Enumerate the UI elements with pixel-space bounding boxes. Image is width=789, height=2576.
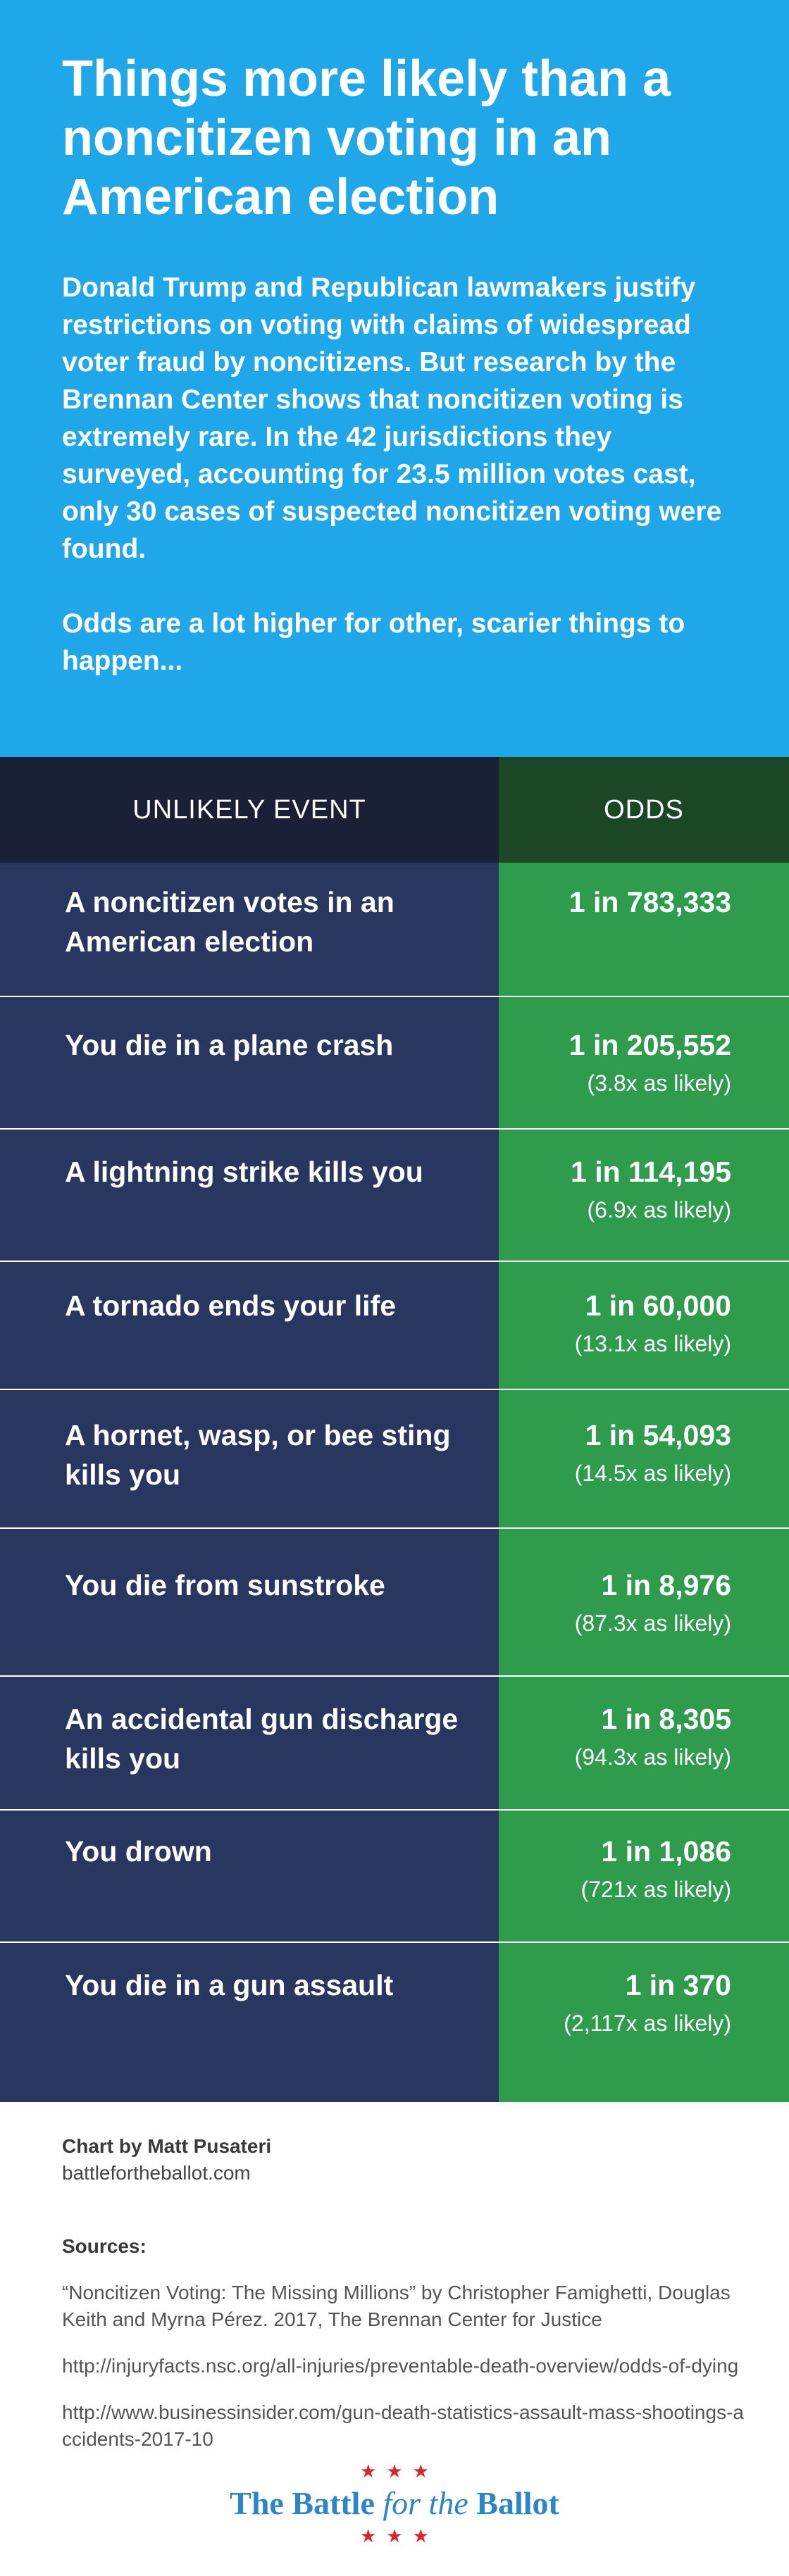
event-cell: You drown [0, 1811, 499, 1942]
event-label: You die in a plane crash [65, 1029, 394, 1061]
table-row: A hornet, wasp, or bee sting kills you 1… [0, 1390, 789, 1529]
source-link[interactable]: http://injuryfacts.nsc.org/all-injuries/… [62, 2355, 739, 2377]
odds-value: 1 in 54,093 [585, 1419, 731, 1451]
odds-cell: 1 in 8,976 (87.3x as likely) [499, 1529, 789, 1675]
table-row: An accidental gun discharge kills you 1 … [0, 1677, 789, 1811]
event-label: A hornet, wasp, or bee sting kills you [65, 1419, 451, 1491]
odds-cell: 1 in 8,305 (94.3x as likely) [499, 1677, 789, 1809]
odds-value: 1 in 1,086 [601, 1835, 731, 1868]
odds-cell: 1 in 370 (2,117x as likely) [499, 1943, 789, 2102]
table-row: You die from sunstroke 1 in 8,976 (87.3x… [0, 1529, 789, 1677]
likelihood-ratio: (3.8x as likely) [587, 1070, 732, 1096]
event-label: A lightning strike kills you [65, 1156, 423, 1188]
table-row: A noncitizen votes in an American electi… [0, 863, 789, 997]
likelihood-ratio: (2,117x as likely) [564, 2011, 731, 2036]
intro-teaser: Odds are a lot higher for other, scarier… [62, 608, 685, 676]
table-row: You die in a plane crash 1 in 205,552 (3… [0, 997, 789, 1130]
brand-text-2: for the [383, 2485, 468, 2521]
brand-logo: ★★★ The Battle for the Ballot ★★★ [0, 2461, 789, 2546]
source-link[interactable]: http://www.businessinsider.com/gun-death… [62, 2401, 744, 2450]
intro-paragraph: Donald Trump and Republican lawmakers ju… [62, 273, 722, 564]
odds-cell: 1 in 60,000 (13.1x as likely) [499, 1262, 789, 1389]
event-cell: You die in a gun assault [0, 1943, 499, 2102]
event-cell: A lightning strike kills you [0, 1130, 499, 1261]
table-row: You drown 1 in 1,086 (721x as likely) [0, 1811, 789, 1943]
odds-value: 1 in 8,976 [601, 1569, 731, 1601]
table-row: A lightning strike kills you 1 in 114,19… [0, 1130, 789, 1262]
event-label: You die in a gun assault [65, 1969, 394, 2001]
event-label: A noncitizen votes in an American electi… [65, 886, 394, 958]
odds-value: 1 in 205,552 [569, 1029, 731, 1061]
table-row: You die in a gun assault 1 in 370 (2,117… [0, 1943, 789, 2102]
likelihood-ratio: (6.9x as likely) [587, 1197, 732, 1223]
event-cell: You die in a plane crash [0, 997, 499, 1128]
brand-text-3: Ballot [468, 2485, 559, 2521]
odds-cell: 1 in 114,195 (6.9x as likely) [499, 1130, 789, 1261]
brand-wordmark: The Battle for the Ballot [0, 2482, 789, 2525]
table-row: A tornado ends your life 1 in 60,000 (13… [0, 1262, 789, 1390]
odds-value: 1 in 370 [625, 1969, 731, 2001]
event-cell: A hornet, wasp, or bee sting kills you [0, 1390, 499, 1527]
odds-value: 1 in 114,195 [571, 1156, 731, 1188]
odds-value: 1 in 783,333 [569, 886, 731, 918]
table-header-row: UNLIKELY EVENT ODDS [0, 757, 789, 863]
credit-site: battlefortheballot.com [62, 2162, 251, 2184]
page-title: Things more likely than a noncitizen vot… [62, 51, 671, 225]
likelihood-ratio: (721x as likely) [580, 1877, 731, 1902]
sources-heading: Sources: [62, 2235, 147, 2257]
brand-text-1: The Battle [230, 2485, 383, 2521]
likelihood-ratio: (94.3x as likely) [574, 1744, 731, 1770]
stars-icon: ★★★ [360, 2525, 439, 2546]
event-cell: A noncitizen votes in an American electi… [0, 863, 499, 996]
column-header-odds: ODDS [499, 757, 789, 863]
odds-cell: 1 in 1,086 (721x as likely) [499, 1811, 789, 1942]
odds-cell: 1 in 783,333 [499, 863, 789, 996]
event-label: You drown [65, 1835, 212, 1868]
odds-value: 1 in 8,305 [601, 1703, 731, 1735]
odds-value: 1 in 60,000 [585, 1289, 731, 1322]
event-cell: A tornado ends your life [0, 1262, 499, 1389]
header: Things more likely than a noncitizen vot… [0, 0, 789, 757]
event-label: You die from sunstroke [65, 1569, 385, 1601]
column-header-event: UNLIKELY EVENT [0, 757, 499, 863]
event-cell: You die from sunstroke [0, 1529, 499, 1675]
likelihood-ratio: (14.5x as likely) [574, 1461, 731, 1486]
event-label: An accidental gun discharge kills you [65, 1703, 459, 1775]
event-label: A tornado ends your life [65, 1289, 397, 1322]
likelihood-ratio: (13.1x as likely) [574, 1331, 731, 1356]
odds-table: UNLIKELY EVENT ODDS A noncitizen votes i… [0, 757, 789, 2102]
odds-cell: 1 in 54,093 (14.5x as likely) [499, 1390, 789, 1527]
footer: Chart by Matt Pusateri battlefortheballo… [0, 2102, 789, 2453]
stars-icon: ★★★ [360, 2461, 439, 2482]
odds-cell: 1 in 205,552 (3.8x as likely) [499, 997, 789, 1128]
likelihood-ratio: (87.3x as likely) [574, 1611, 731, 1636]
chart-credit: Chart by Matt Pusateri [62, 2135, 272, 2157]
source-item: “Noncitizen Voting: The Missing Millions… [62, 2282, 731, 2330]
event-cell: An accidental gun discharge kills you [0, 1677, 499, 1809]
